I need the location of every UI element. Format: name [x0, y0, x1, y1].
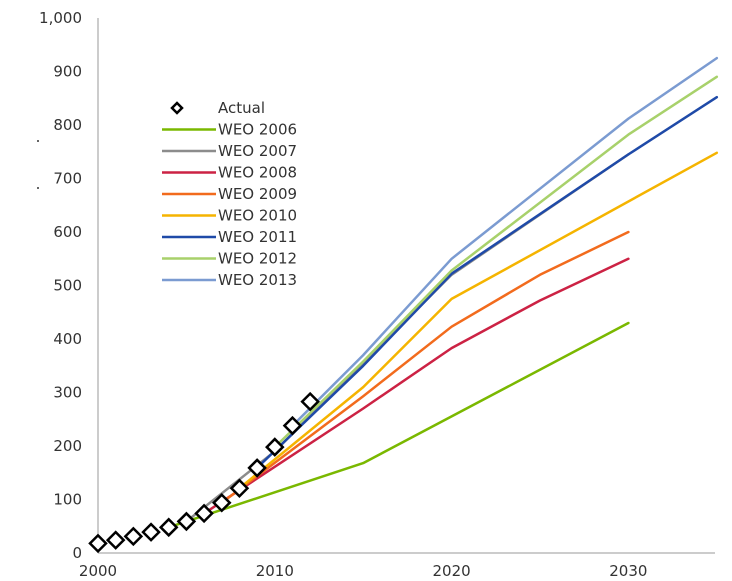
series-line-weo-2009 — [220, 230, 630, 504]
legend-label: WEO 2010 — [218, 207, 297, 225]
series-line-weo-2006 — [167, 321, 630, 529]
series-line-weo-2012 — [273, 75, 719, 449]
x-tick-label: 2020 — [432, 562, 470, 580]
y-tick-label: 700 — [53, 170, 82, 188]
y-tick-label: 1,000 — [39, 9, 82, 27]
actual-point — [123, 526, 144, 547]
x-tick-label: 2000 — [79, 562, 117, 580]
actual-point — [300, 391, 320, 412]
actual-point — [141, 522, 161, 542]
actual-point — [176, 511, 197, 532]
y-tick-label: 300 — [53, 384, 82, 402]
series-line-weo-2013 — [291, 56, 719, 427]
actual-point — [211, 492, 232, 513]
actual-point — [88, 533, 108, 554]
actual-point — [158, 517, 179, 538]
y-tick-label: 0 — [72, 544, 82, 562]
series-line-weo-2008 — [202, 257, 630, 515]
x-tick-label: 2030 — [609, 562, 647, 580]
y-tick-label: 100 — [53, 491, 82, 509]
legend-label: WEO 2007 — [218, 142, 297, 160]
legend-label: WEO 2006 — [218, 121, 297, 139]
y-tick-label: 900 — [53, 63, 82, 81]
legend-label: Actual — [218, 99, 265, 117]
legend-label: WEO 2013 — [218, 271, 297, 289]
actual-point — [247, 458, 267, 478]
series-line-weo-2011 — [255, 95, 719, 470]
actual-point — [282, 415, 303, 436]
y-tick-label: 200 — [53, 437, 82, 455]
legend-label: WEO 2012 — [218, 250, 297, 268]
x-tick-labels: 2000 2010 2020 2030 — [79, 562, 648, 580]
legend-label: WEO 2008 — [218, 164, 297, 182]
stray-marks — [37, 140, 39, 189]
series-lines — [167, 56, 719, 529]
legend-label: WEO 2011 — [218, 228, 297, 246]
y-tick-label: 400 — [53, 330, 82, 348]
y-tick-label: 500 — [53, 277, 82, 295]
actual-point — [229, 478, 250, 499]
y-tick-label: 800 — [53, 116, 82, 134]
legend-label: WEO 2009 — [218, 185, 297, 203]
legend-actual-marker — [170, 101, 184, 115]
actual-point — [194, 503, 214, 524]
x-tick-label: 2010 — [256, 562, 294, 580]
legend: Actual WEO 2006 WEO 2007 WEO 2008 WEO 2009 WE… — [162, 99, 297, 289]
y-tick-label: 600 — [53, 223, 82, 241]
series-line-weo-2010 — [238, 151, 719, 490]
actual-markers — [88, 391, 320, 554]
y-tick-labels: 0 100 200 300 400 500 600 700 800 900 1,000 — [39, 9, 82, 562]
actual-point — [105, 530, 126, 550]
actual-point — [265, 437, 285, 457]
